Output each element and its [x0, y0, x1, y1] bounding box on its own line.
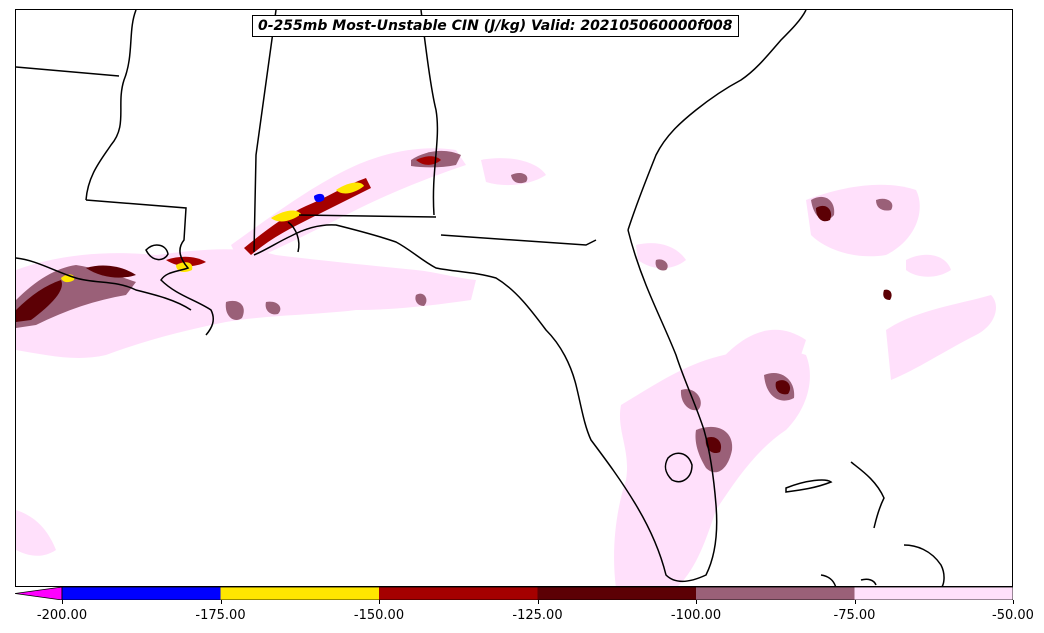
colorbar-tick-mark [379, 600, 380, 604]
cin-shading-red [166, 156, 441, 267]
colorbar-tick-label: -100.00 [670, 608, 722, 623]
colorbar-tick-mark [696, 600, 697, 604]
colorbar [15, 587, 1013, 600]
colorbar-bin-2 [379, 587, 538, 600]
colorbar-tick-label: -75.00 [833, 608, 876, 623]
colorbar-bin-1 [220, 587, 379, 600]
colorbar-tick-mark [537, 600, 539, 604]
colorbar-tick-label: -50.00 [992, 608, 1034, 623]
map-panel: 0-255mb Most-Unstable CIN (J/kg) Valid: … [15, 9, 1013, 587]
colorbar-tick-label: -175.00 [195, 608, 246, 623]
cin-shading-mauve [16, 150, 893, 473]
colorbar-tick-mark [220, 600, 222, 604]
colorbar-tick-mark [854, 600, 856, 604]
colorbar-bin-3 [537, 587, 696, 600]
colorbar-tick-mark [62, 600, 63, 604]
colorbar-bin-5 [854, 587, 1013, 600]
colorbar-extend-min [15, 587, 63, 600]
coastlines-and-borders [16, 10, 945, 586]
cin-shading-dark [16, 205, 892, 454]
colorbar-tick-label: -150.00 [353, 608, 405, 623]
colorbar-tick-label: -200.00 [36, 608, 88, 623]
colorbar-bin-0 [62, 587, 221, 600]
map-title: 0-255mb Most-Unstable CIN (J/kg) Valid: … [252, 15, 739, 37]
map-canvas [16, 10, 996, 586]
cin-shading-light [16, 148, 996, 586]
cin-shading-blue [314, 193, 325, 203]
colorbar-tick-mark [1013, 600, 1014, 604]
colorbar-tick-label: -125.00 [512, 608, 563, 623]
colorbar-bin-4 [696, 587, 855, 600]
